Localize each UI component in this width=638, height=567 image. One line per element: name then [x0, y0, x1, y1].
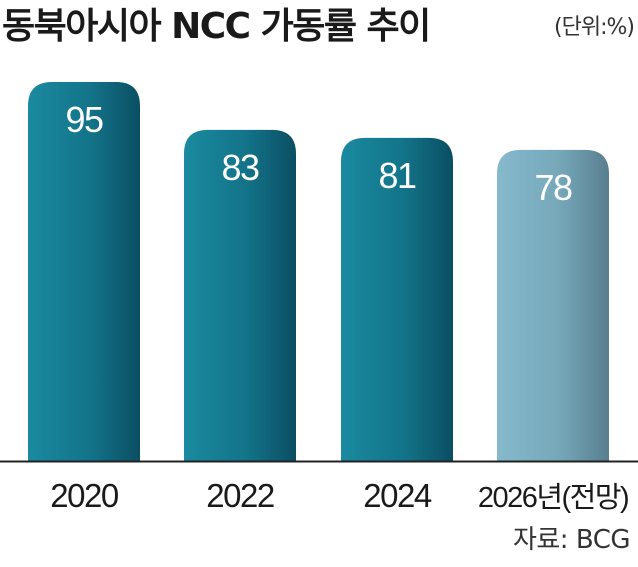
bar-value-label: 81 — [378, 155, 416, 196]
bars-group: 95 83 81 78 — [28, 82, 609, 462]
chart-title: 동북아시아 NCC 가동률 추이 — [2, 6, 431, 47]
x-tick-label: 2022 — [206, 477, 274, 514]
bar-value-label: 83 — [221, 147, 259, 188]
bar-3 — [341, 137, 453, 461]
bar-4 — [497, 149, 609, 462]
bar-value-label: 95 — [65, 99, 103, 140]
bar-1 — [28, 82, 140, 461]
x-tick-label: 2024 — [363, 477, 432, 514]
x-tick-labels: 2020 2022 2024 2026년(전망) — [50, 477, 629, 514]
bar-2 — [184, 129, 296, 461]
x-tick-label: 2020 — [50, 477, 119, 514]
source-note: 자료: BCG — [512, 525, 631, 555]
x-tick-label: 2026년(전망) — [478, 482, 628, 514]
unit-note: (단위:%) — [554, 15, 635, 40]
bar-value-label: 78 — [534, 167, 572, 208]
title-row: 동북아시아 NCC 가동률 추이 (단위:%) — [0, 4, 638, 52]
